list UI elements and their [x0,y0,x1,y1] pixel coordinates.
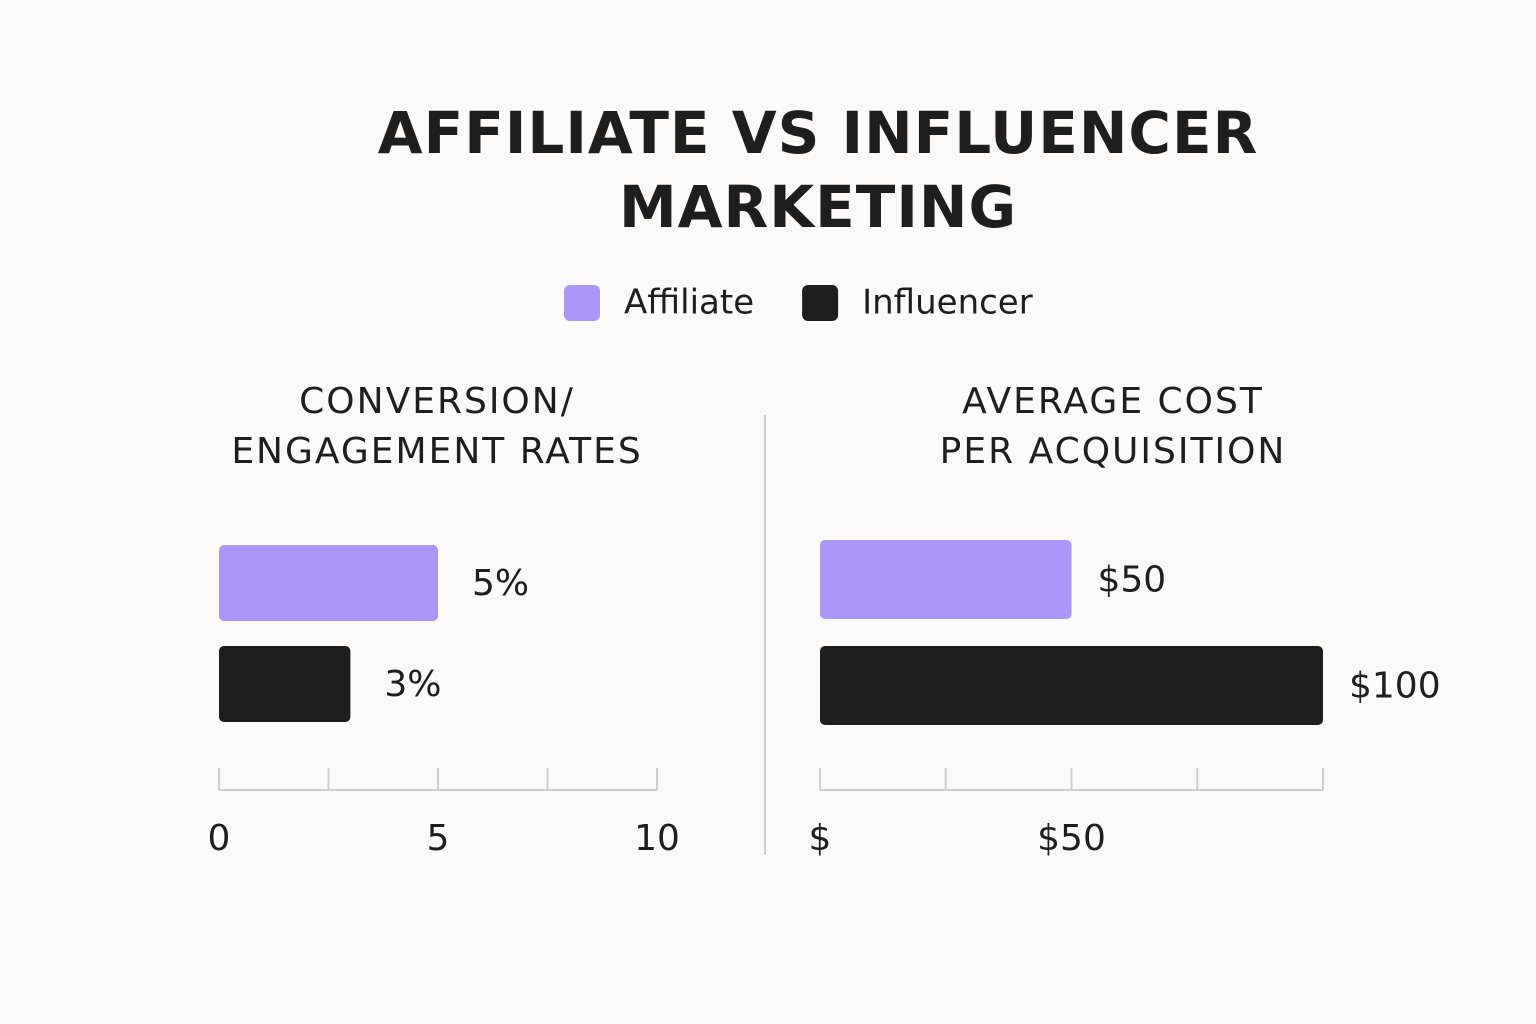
value-label: 5% [472,563,529,604]
chart-title: CONVERSION/ENGAGEMENT RATES [231,381,642,472]
x-tick-label: 5 [427,818,450,859]
legend-label: Affiliate [624,283,754,323]
x-tick-label: $50 [1037,818,1106,859]
bar [219,545,438,621]
bar [820,646,1323,725]
legend-label: Influencer [862,283,1033,323]
legend-swatch [564,285,600,321]
main-title: AFFILIATE VS INFLUENCER MARKETING [377,99,1259,241]
x-tick-label: 10 [634,818,680,859]
value-label: $50 [1098,560,1167,601]
value-label: $100 [1349,666,1441,707]
x-tick-label: $ [809,818,832,859]
chart-title: AVERAGE COST PER ACQUISITION [940,381,1287,472]
bar [219,646,351,722]
bar [820,540,1072,619]
x-tick-label: 0 [208,818,231,859]
value-label: 3% [384,664,441,705]
legend-swatch [802,285,839,321]
